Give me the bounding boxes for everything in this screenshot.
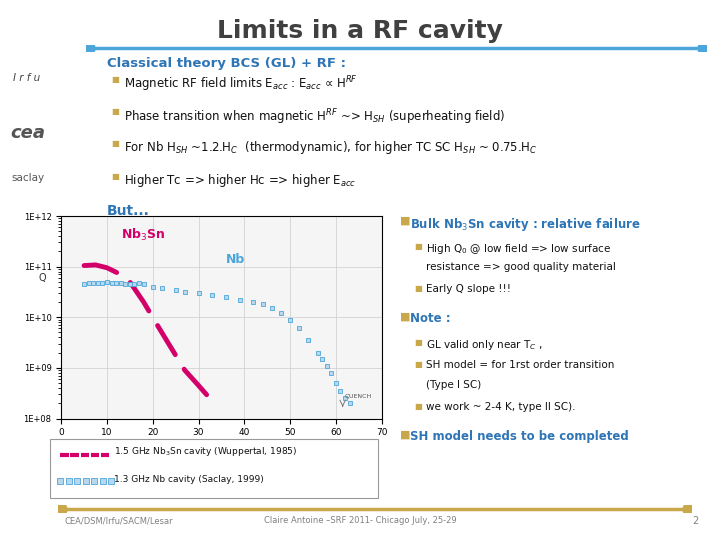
Text: For Nb H$_{SH}$ ~1.2.H$_C$  (thermodynamic), for higher TC SC H$_{SH}$ ~ 0.75.H$: For Nb H$_{SH}$ ~1.2.H$_C$ (thermodynami… — [124, 139, 537, 156]
Text: GL valid only near T$_C$ ,: GL valid only near T$_C$ , — [426, 338, 543, 352]
Text: Note :: Note : — [410, 312, 451, 325]
Text: Classical theory BCS (GL) + RF :: Classical theory BCS (GL) + RF : — [107, 57, 346, 70]
Text: saclay: saclay — [12, 173, 45, 183]
Text: 1.5 GHz Nb$_3$Sn cavity (Wuppertal, 1985): 1.5 GHz Nb$_3$Sn cavity (Wuppertal, 1985… — [114, 445, 298, 458]
Text: 2: 2 — [692, 516, 698, 526]
Text: SH model = for 1rst order transition: SH model = for 1rst order transition — [426, 360, 615, 370]
Text: resistance => good quality material: resistance => good quality material — [426, 262, 616, 273]
Text: I r f u: I r f u — [13, 73, 40, 83]
Text: 1.3 GHz Nb cavity (Saclay, 1999): 1.3 GHz Nb cavity (Saclay, 1999) — [114, 475, 264, 484]
Text: Higher Tc => higher Hc => higher E$_{acc}$: Higher Tc => higher Hc => higher E$_{acc… — [124, 172, 356, 188]
Text: cea: cea — [10, 124, 45, 142]
Text: But...: But... — [107, 204, 150, 218]
Text: ■: ■ — [414, 242, 422, 251]
Text: ■: ■ — [414, 284, 422, 293]
Text: Nb: Nb — [226, 253, 246, 266]
Text: ■: ■ — [112, 139, 120, 148]
Text: ■: ■ — [400, 312, 410, 322]
Text: High Q$_0$ @ low field => low surface: High Q$_0$ @ low field => low surface — [426, 242, 612, 256]
X-axis label: Epk (MV/m): Epk (MV/m) — [192, 443, 251, 453]
Text: Q: Q — [38, 273, 46, 283]
Text: Magnetic RF field limits E$_{acc}$ : E$_{acc}$ ∝ H$^{RF}$: Magnetic RF field limits E$_{acc}$ : E$_… — [124, 75, 358, 94]
Text: Bulk Nb$_3$Sn cavity : relative failure: Bulk Nb$_3$Sn cavity : relative failure — [410, 216, 641, 233]
Text: we work ~ 2-4 K, type II SC).: we work ~ 2-4 K, type II SC). — [426, 402, 576, 412]
FancyBboxPatch shape — [50, 439, 379, 498]
Text: Claire Antoine –SRF 2011- Chicago July, 25-29: Claire Antoine –SRF 2011- Chicago July, … — [264, 516, 456, 525]
Text: ■: ■ — [112, 172, 120, 181]
Text: SH model needs to be completed: SH model needs to be completed — [410, 430, 629, 443]
Text: ■: ■ — [112, 107, 120, 116]
Text: ■: ■ — [414, 402, 422, 411]
Text: ■: ■ — [400, 216, 410, 226]
Text: Phase transition when magnetic H$^{RF}$ ~> H$_{SH}$ (superheating field): Phase transition when magnetic H$^{RF}$ … — [124, 107, 505, 126]
Text: CEA/DSM/Irfu/SACM/Lesar: CEA/DSM/Irfu/SACM/Lesar — [65, 516, 174, 525]
Text: Early Q slope !!!: Early Q slope !!! — [426, 284, 511, 294]
Text: Nb$_3$Sn: Nb$_3$Sn — [121, 227, 165, 243]
Text: ■: ■ — [112, 75, 120, 84]
Text: QUENCH: QUENCH — [345, 393, 372, 399]
Text: ■: ■ — [400, 430, 410, 440]
Text: Limits in a RF cavity: Limits in a RF cavity — [217, 19, 503, 43]
Text: (Type I SC): (Type I SC) — [426, 380, 482, 390]
Text: ■: ■ — [414, 360, 422, 369]
Text: ■: ■ — [414, 338, 422, 347]
